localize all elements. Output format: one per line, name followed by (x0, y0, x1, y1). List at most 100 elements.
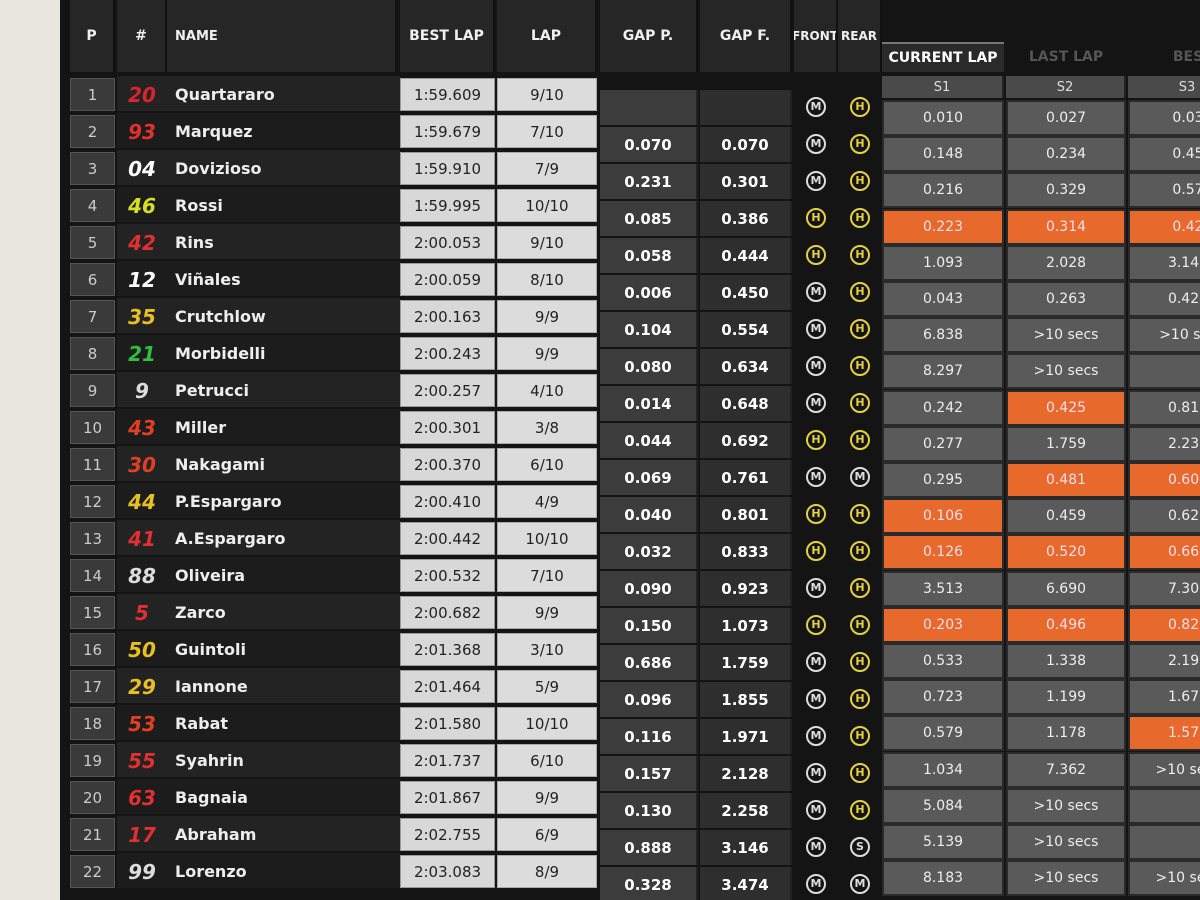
gap-first: 1.759 (700, 645, 792, 680)
sector-time: 0.459 (1006, 498, 1126, 535)
tyre-slot: H (838, 719, 882, 752)
sector-time: 2.235 (1128, 425, 1200, 462)
tyre-slot: S (838, 830, 882, 863)
position: 5 (70, 226, 115, 259)
tyre-slot: M (794, 793, 838, 826)
tyre-front: M (806, 392, 826, 413)
gap-previous: 0.150 (600, 608, 698, 643)
tyre-slot: M (794, 571, 838, 604)
sector-time: 1.034 (882, 751, 1004, 788)
tyre-rear: H (850, 318, 870, 339)
sector-time: 3.146 (1128, 244, 1200, 281)
row-bg (117, 150, 400, 185)
best-lap: 2:00.257 (400, 374, 495, 407)
tyre-rear: H (850, 96, 870, 117)
rider-name: Rabat (175, 714, 229, 733)
lap: 8/10 (497, 263, 597, 296)
lap: 6/9 (497, 818, 597, 851)
sector-time: 1.178 (1006, 715, 1126, 752)
gap-previous: 0.328 (600, 867, 698, 900)
lap: 10/10 (497, 707, 597, 740)
row-bg (117, 631, 400, 666)
tyre-rear: M (850, 873, 870, 894)
sector-time: 1.759 (1006, 425, 1126, 462)
lap: 7/10 (497, 115, 597, 148)
lap: 6/10 (497, 448, 597, 481)
gap-first: 0.692 (700, 423, 792, 458)
gap-previous: 0.006 (600, 275, 698, 310)
rider-name: P.Espargaro (175, 492, 282, 511)
row-bg (117, 853, 400, 888)
rider-name: Crutchlow (175, 307, 266, 326)
tyre-slot: H (838, 164, 882, 197)
header-gap-f: GAP F. (700, 0, 792, 72)
sector-time: >10 secs (1006, 860, 1126, 897)
rider-name: Miller (175, 418, 227, 437)
position: 14 (70, 559, 115, 592)
position: 21 (70, 818, 115, 851)
sector-time: 0.579 (882, 715, 1004, 752)
tyre-front: M (806, 762, 826, 783)
sector-time: 0.425 (1006, 389, 1126, 426)
tyre-front: H (806, 429, 826, 450)
row-bg (117, 594, 400, 629)
gap-previous: 0.231 (600, 164, 698, 199)
tyre-front: H (806, 207, 826, 228)
gap-previous: 0.044 (600, 423, 698, 458)
gap-first: 3.146 (700, 830, 792, 865)
tyre-front: H (806, 540, 826, 561)
sector-time: 0.628 (1128, 498, 1200, 535)
rider-name: Lorenzo (175, 862, 247, 881)
rider-number: 9 (135, 378, 149, 403)
row-bg (117, 483, 400, 518)
position: 7 (70, 300, 115, 333)
header-num: # (117, 0, 167, 72)
rider-number: 17 (128, 822, 156, 847)
position: 17 (70, 670, 115, 703)
position: 6 (70, 263, 115, 296)
tyre-front: M (806, 133, 826, 154)
tyre-front: M (806, 799, 826, 820)
tyre-front: M (806, 688, 826, 709)
lap: 9/10 (497, 226, 597, 259)
row-bg (117, 705, 400, 740)
lap: 9/9 (497, 781, 597, 814)
position: 22 (70, 855, 115, 888)
rider-name: Marquez (175, 122, 253, 141)
tyre-rear: H (850, 244, 870, 265)
tyre-rear: H (850, 688, 870, 709)
rider-number: 93 (128, 119, 156, 144)
position: 3 (70, 152, 115, 185)
tab: CURRENT LAP (882, 42, 1004, 72)
tyre-rear: H (850, 614, 870, 635)
rider-name: Rossi (175, 196, 223, 215)
rider-name: Oliveira (175, 566, 246, 585)
tyre-slot: M (794, 867, 838, 900)
rider-number: 5 (135, 600, 149, 625)
gap-first: 0.648 (700, 386, 792, 421)
lap: 7/10 (497, 559, 597, 592)
best-lap: 2:02.755 (400, 818, 495, 851)
rider-number: 20 (128, 82, 156, 107)
sector-time: 7.300 (1128, 570, 1200, 607)
tyre-slot: H (838, 571, 882, 604)
tyre-front: M (806, 96, 826, 117)
row-bg (117, 187, 400, 222)
position: 1 (70, 78, 115, 111)
sector-time: 1.571 (1128, 715, 1200, 752)
tyre-front: M (806, 651, 826, 672)
tyre-slot: H (838, 534, 882, 567)
tyre-rear: H (850, 207, 870, 228)
row-bg (117, 224, 400, 259)
gap-first: 0.801 (700, 497, 792, 532)
rider-number: 99 (128, 859, 156, 884)
rider-number: 55 (128, 748, 156, 773)
gap-previous: 0.032 (600, 534, 698, 569)
position: 13 (70, 522, 115, 555)
position: 12 (70, 485, 115, 518)
tyre-front: H (806, 614, 826, 635)
tyre-rear: M (850, 466, 870, 487)
tyre-slot: M (794, 90, 838, 123)
tyre-slot: H (794, 608, 838, 641)
sector-time: >10 secs (1006, 353, 1126, 390)
